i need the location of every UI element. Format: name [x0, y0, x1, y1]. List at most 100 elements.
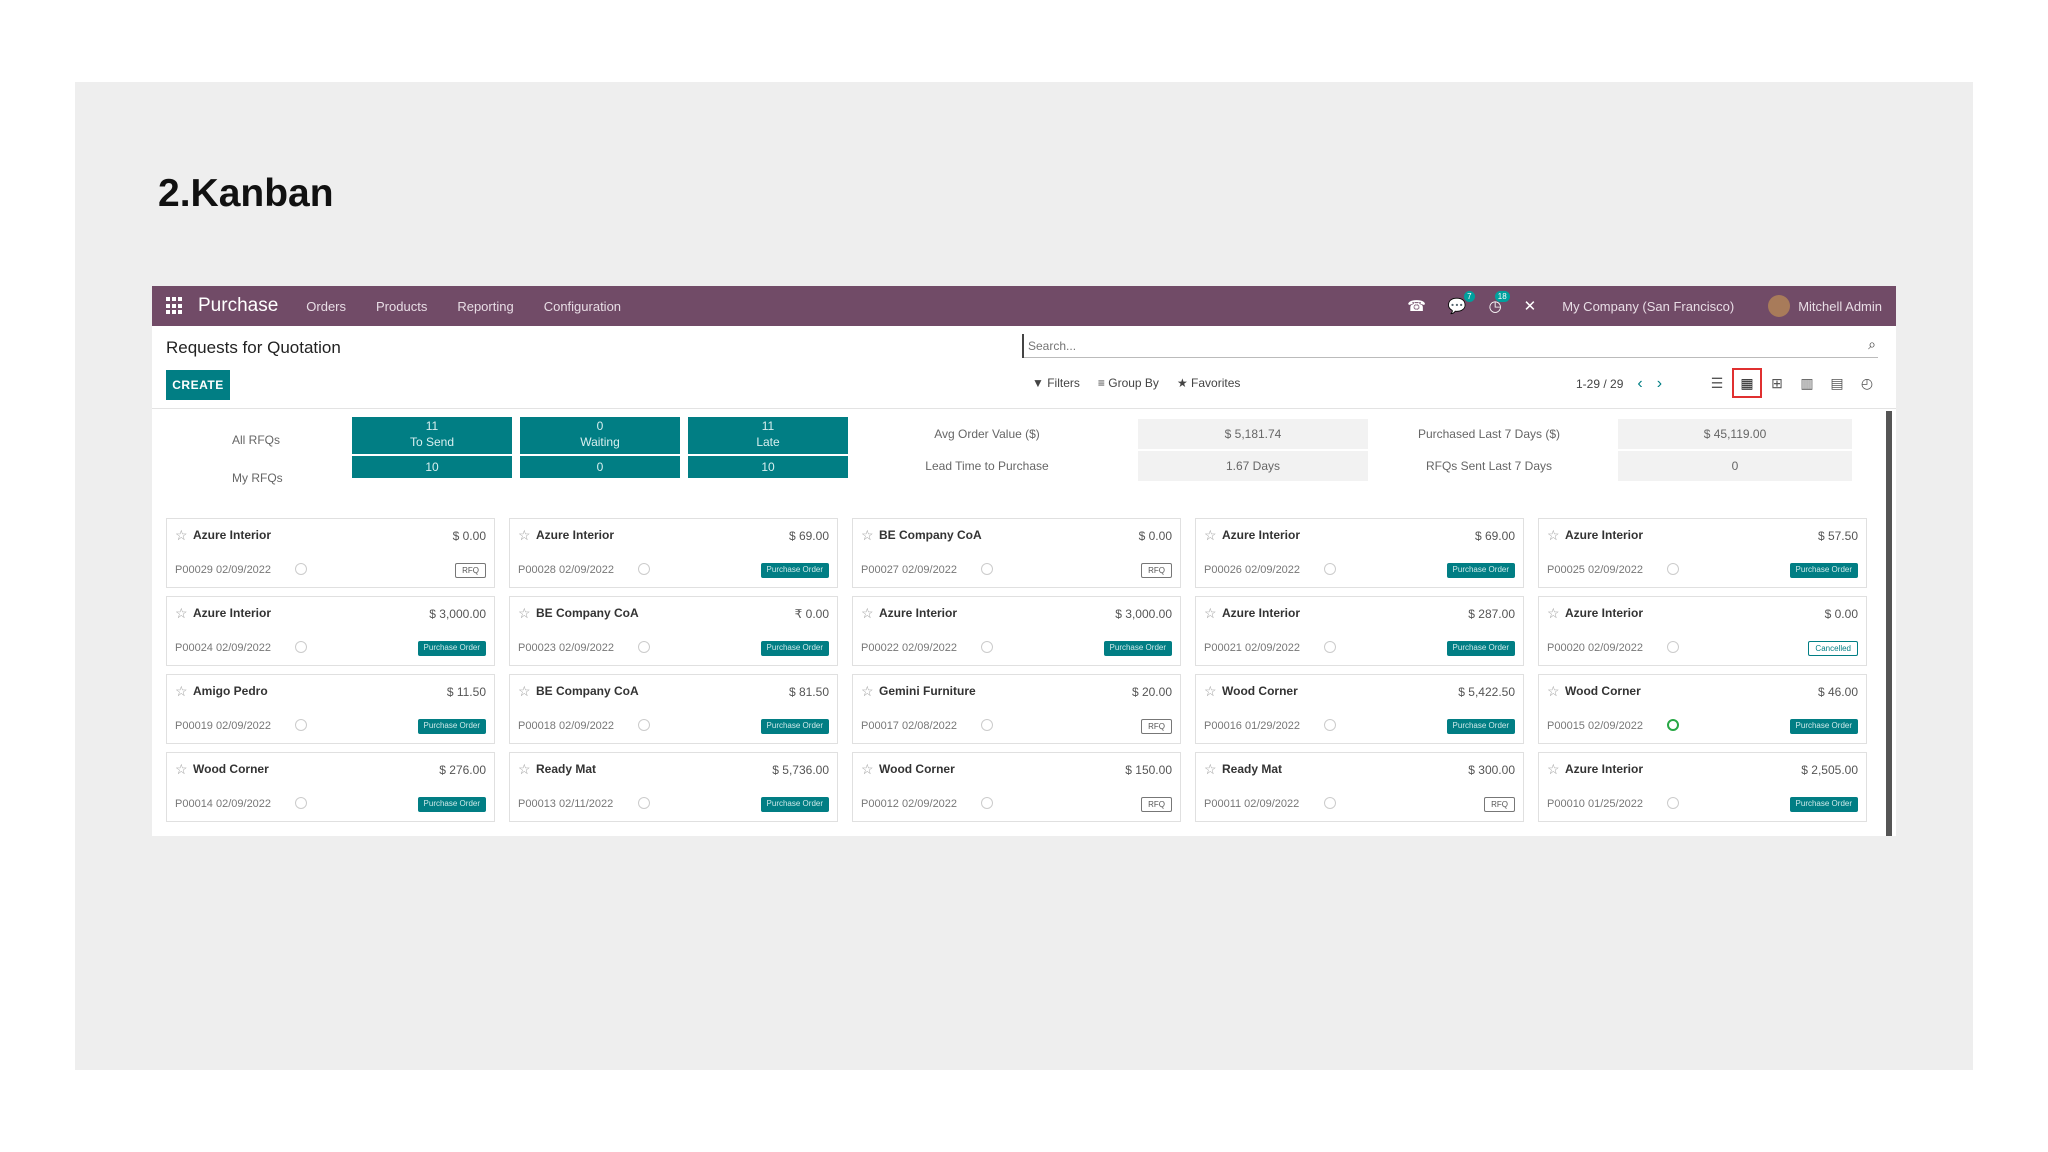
activity-view-icon[interactable]: ◴ — [1860, 374, 1874, 391]
kanban-card[interactable]: ☆ Azure Interior $ 69.00 P00028 02/09/2022 P… — [509, 518, 838, 588]
messages-icon[interactable]: 💬 7 — [1448, 291, 1475, 315]
kanban-card[interactable]: ☆ Azure Interior $ 0.00 P00020 02/09/2022 Ca… — [1538, 596, 1867, 666]
activity-icon[interactable] — [1324, 563, 1336, 575]
kanban-card[interactable]: ☆ Azure Interior $ 2,505.00 P00010 01/25/20… — [1538, 752, 1867, 822]
filters-button[interactable]: ▼ Filters — [1032, 376, 1080, 390]
activity-icon[interactable] — [1324, 641, 1336, 653]
activity-icon[interactable] — [638, 719, 650, 731]
kanban-card[interactable]: ☆ Azure Interior $ 0.00 P00029 02/09/2022 RF… — [166, 518, 495, 588]
pager-value[interactable]: 1-29 / 29 — [1576, 377, 1624, 391]
activity-icon[interactable] — [295, 563, 307, 575]
star-icon[interactable]: ☆ — [1547, 761, 1560, 777]
card-partner: Azure Interior — [1222, 528, 1301, 542]
activity-icon[interactable] — [638, 563, 650, 575]
create-button[interactable]: CREATE — [166, 370, 230, 400]
star-icon[interactable]: ☆ — [861, 683, 874, 699]
kanban-card[interactable]: ☆ Ready Mat $ 5,736.00 P00013 02/11/2022 Pur… — [509, 752, 838, 822]
activity-icon[interactable] — [1667, 641, 1679, 653]
user-menu[interactable]: Mitchell Admin — [1798, 298, 1882, 314]
tile-my-late[interactable]: 10 — [688, 456, 848, 478]
star-icon[interactable]: ☆ — [518, 527, 531, 543]
close-icon[interactable]: ✕ — [1523, 298, 1537, 315]
star-icon[interactable]: ☆ — [518, 605, 531, 621]
activity-icon[interactable] — [1324, 719, 1336, 731]
star-icon[interactable]: ☆ — [1204, 605, 1217, 621]
star-icon[interactable]: ☆ — [861, 761, 874, 777]
star-icon[interactable]: ☆ — [175, 761, 188, 777]
tile-late[interactable]: 11 Late — [688, 417, 848, 454]
tile-my-waiting[interactable]: 0 — [520, 456, 680, 478]
apps-menu-icon[interactable] — [166, 297, 184, 315]
star-icon[interactable]: ☆ — [1204, 527, 1217, 543]
kanban-card[interactable]: ☆ Azure Interior $ 3,000.00 P00024 02/09/20… — [166, 596, 495, 666]
kanban-card[interactable]: ☆ Azure Interior $ 57.50 P00025 02/09/2022 P… — [1538, 518, 1867, 588]
star-icon[interactable]: ☆ — [861, 527, 874, 543]
star-icon[interactable]: ☆ — [1547, 683, 1560, 699]
favorites-button[interactable]: ★ Favorites — [1177, 376, 1240, 390]
kanban-card[interactable]: ☆ Azure Interior $ 287.00 P00021 02/09/2022… — [1195, 596, 1524, 666]
pager-next-icon[interactable]: › — [1656, 375, 1663, 392]
kanban-card[interactable]: ☆ Azure Interior $ 69.00 P00026 02/09/2022 P… — [1195, 518, 1524, 588]
star-icon[interactable]: ☆ — [1547, 605, 1560, 621]
activity-icon[interactable] — [981, 719, 993, 731]
activity-icon[interactable] — [638, 641, 650, 653]
card-partner: Azure Interior — [1565, 528, 1644, 542]
search-icon[interactable]: ⌕ — [1868, 336, 1876, 352]
activities-icon[interactable]: ◷ 18 — [1489, 291, 1510, 315]
activity-icon[interactable] — [981, 797, 993, 809]
list-view-icon[interactable]: ☰ — [1710, 374, 1724, 391]
kanban-card[interactable]: ☆ Wood Corner $ 46.00 P00015 02/09/2022 Purc… — [1538, 674, 1867, 744]
star-icon[interactable]: ☆ — [518, 683, 531, 699]
kanban-card[interactable]: ☆ BE Company CoA ₹ 0.00 P00023 02/09/2022 Pu… — [509, 596, 838, 666]
tile-to-send[interactable]: 11 To Send — [352, 417, 512, 454]
kanban-card[interactable]: ☆ Azure Interior $ 3,000.00 P00022 02/09/20… — [852, 596, 1181, 666]
app-brand[interactable]: Purchase — [198, 295, 279, 316]
kanban-card[interactable]: ☆ Amigo Pedro $ 11.50 P00019 02/09/2022 Purc… — [166, 674, 495, 744]
star-icon[interactable]: ☆ — [1547, 527, 1560, 543]
activity-icon[interactable] — [295, 641, 307, 653]
activity-icon[interactable] — [981, 641, 993, 653]
star-icon[interactable]: ☆ — [175, 605, 188, 621]
scrollbar[interactable] — [1886, 411, 1892, 836]
phone-icon[interactable]: ☎ — [1407, 298, 1426, 315]
kanban-card[interactable]: ☆ Wood Corner $ 150.00 P00012 02/09/2022 RFQ — [852, 752, 1181, 822]
kanban-card[interactable]: ☆ Wood Corner $ 276.00 P00014 02/09/2022 Pur… — [166, 752, 495, 822]
pivot-view-icon[interactable]: ⊞ — [1771, 374, 1783, 391]
kanban-card[interactable]: ☆ BE Company CoA $ 81.50 P00018 02/09/2022 P… — [509, 674, 838, 744]
graph-view-icon[interactable]: ▥ — [1800, 374, 1814, 391]
groupby-button[interactable]: ≡ Group By — [1098, 376, 1159, 390]
activity-icon[interactable] — [295, 719, 307, 731]
star-icon[interactable]: ☆ — [1204, 761, 1217, 777]
kanban-view-icon[interactable]: ▦ — [1732, 368, 1762, 398]
activity-icon[interactable] — [1324, 797, 1336, 809]
menu-orders[interactable]: Orders — [306, 298, 347, 314]
user-avatar[interactable] — [1768, 295, 1791, 317]
card-partner: Azure Interior — [879, 606, 958, 620]
activity-icon[interactable] — [638, 797, 650, 809]
calendar-view-icon[interactable]: ▤ — [1830, 374, 1844, 391]
activity-icon[interactable] — [1667, 719, 1679, 731]
activity-icon[interactable] — [1667, 563, 1679, 575]
activity-icon[interactable] — [981, 563, 993, 575]
tile-waiting[interactable]: 0 Waiting — [520, 417, 680, 454]
star-icon[interactable]: ☆ — [1204, 683, 1217, 699]
activity-icon[interactable] — [295, 797, 307, 809]
star-icon[interactable]: ☆ — [518, 761, 531, 777]
menu-configuration[interactable]: Configuration — [543, 298, 622, 314]
search-options: ▼ Filters ≡ Group By ★ Favorites — [1032, 376, 1240, 390]
star-icon[interactable]: ☆ — [175, 527, 188, 543]
menu-reporting[interactable]: Reporting — [457, 298, 514, 314]
kanban-card[interactable]: ☆ Gemini Furniture $ 20.00 P00017 02/08/202… — [852, 674, 1181, 744]
tile-my-to-send[interactable]: 10 — [352, 456, 512, 478]
search-input[interactable] — [1022, 334, 1850, 358]
kanban-card[interactable]: ☆ Ready Mat $ 300.00 P00011 02/09/2022 RFQ — [1195, 752, 1524, 822]
search-bar: ⌕ — [1022, 334, 1878, 358]
company-switcher[interactable]: My Company (San Francisco) — [1562, 298, 1735, 314]
activity-icon[interactable] — [1667, 797, 1679, 809]
pager-previous-icon[interactable]: ‹ — [1637, 375, 1643, 392]
menu-products[interactable]: Products — [376, 298, 428, 314]
star-icon[interactable]: ☆ — [861, 605, 874, 621]
kanban-card[interactable]: ☆ Wood Corner $ 5,422.50 P00016 01/29/2022 P… — [1195, 674, 1524, 744]
star-icon[interactable]: ☆ — [175, 683, 188, 699]
kanban-card[interactable]: ☆ BE Company CoA $ 0.00 P00027 02/09/2022 RF… — [852, 518, 1181, 588]
